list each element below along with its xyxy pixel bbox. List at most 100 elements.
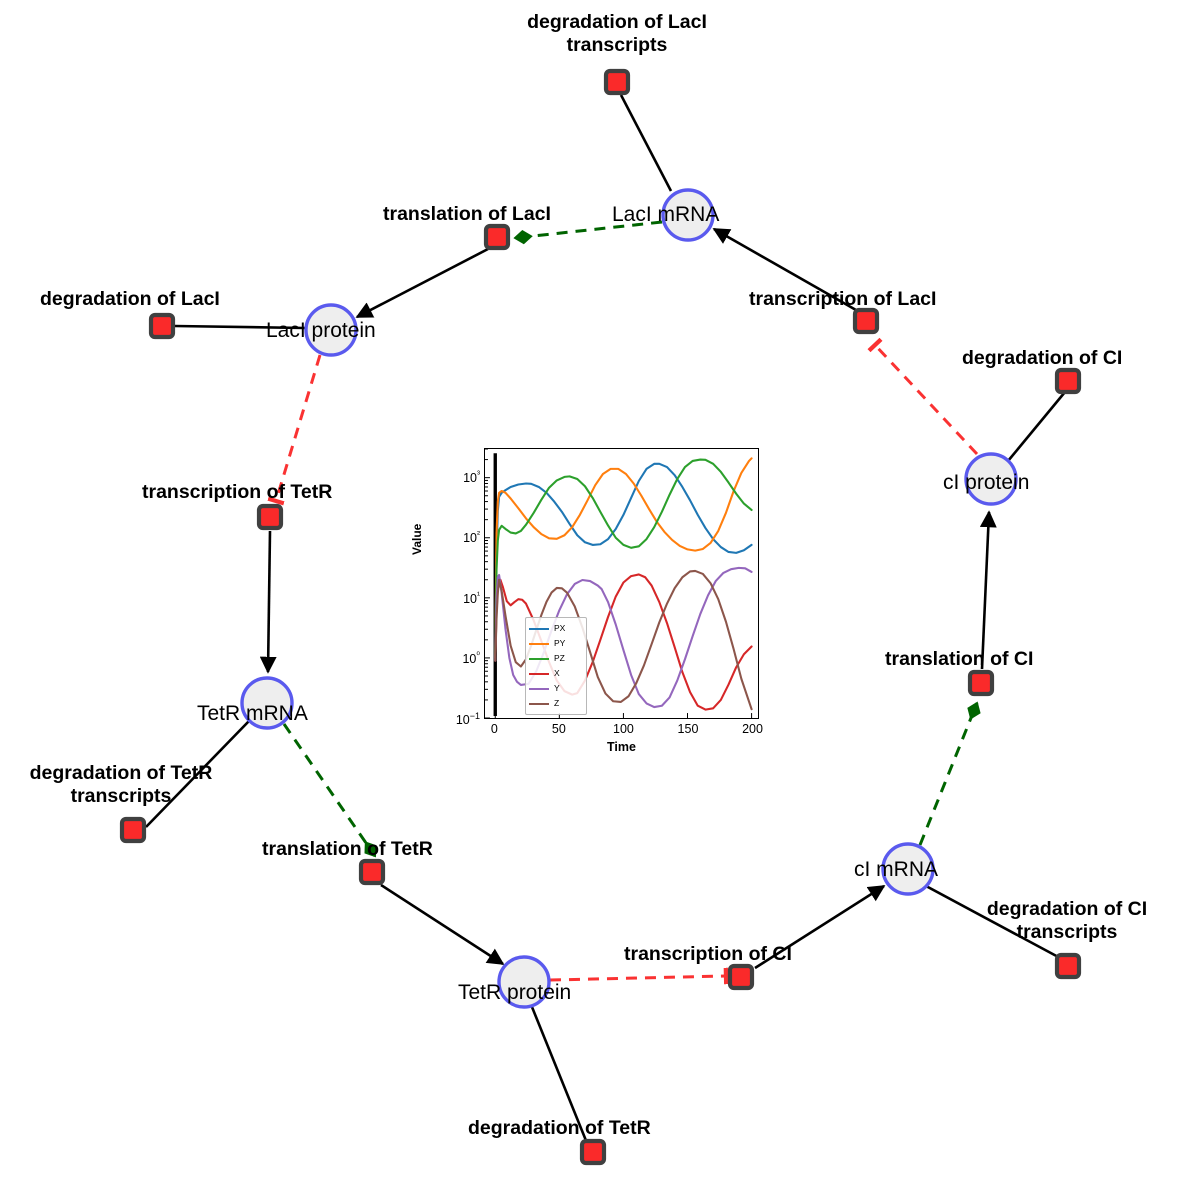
plot-x-ticklabels: 0 50 100 150 200 <box>484 722 763 740</box>
edge-ci-protein-to-transcription-laci <box>867 337 979 456</box>
reaction-label-deg-ci: degradation of CI <box>962 347 1123 369</box>
plot-series-X <box>494 573 753 711</box>
legend-item-PY: PY <box>529 636 582 651</box>
reaction-label-transcription-tetr: transcription of TetR <box>142 481 333 503</box>
plot-ytick-4: 10³ <box>463 468 480 485</box>
edge-tetr-mrna-to-deg-tetr-transcripts <box>145 720 250 828</box>
legend-item-PX: PX <box>529 621 582 636</box>
reaction-label-transcription-ci: transcription of CI <box>624 943 792 965</box>
edge-laci-protein-to-deg-laci <box>174 324 306 330</box>
legend-item-Z: Z <box>529 696 582 711</box>
plot-series-PZ <box>494 458 753 659</box>
reaction-node-deg-tetr-transcripts[interactable] <box>119 816 147 844</box>
plot-series-PY <box>494 457 753 659</box>
edge-tetr-protein-to-transcription-ci <box>549 967 729 985</box>
legend-item-PZ: PZ <box>529 651 582 666</box>
reaction-node-transcription-tetr[interactable] <box>256 503 284 531</box>
legend-item-Y: Y <box>529 681 582 696</box>
reaction-node-translation-ci[interactable] <box>967 669 995 697</box>
reaction-label-deg-tetr-transcripts: degradation of TetR transcripts <box>29 762 213 807</box>
reaction-node-layer <box>119 68 1082 1166</box>
legend-swatch-PZ <box>529 657 549 660</box>
edge-ci-protein-to-deg-ci <box>1006 391 1067 462</box>
reaction-node-deg-ci[interactable] <box>1054 367 1082 395</box>
legend-label-Z: Z <box>554 698 560 709</box>
legend-label-PX: PX <box>554 623 566 634</box>
plot-series-Y <box>494 566 753 709</box>
plot-legend: PX PY PZ X Y Z <box>525 617 587 715</box>
species-node-tetr-protein[interactable] <box>497 955 551 1009</box>
plot-ytick-2: 10¹ <box>463 589 480 607</box>
species-node-laci-mrna[interactable] <box>661 188 715 242</box>
reaction-node-translation-tetr[interactable] <box>358 858 386 886</box>
plot-ytick-0: 10−1 <box>455 710 480 728</box>
reaction-label-translation-tetr: translation of TetR <box>262 838 433 860</box>
reaction-node-deg-tetr[interactable] <box>579 1138 607 1166</box>
species-label-tetr-protein: TetR protein <box>458 981 572 1004</box>
edge-translation-laci-to-laci-protein <box>355 247 489 319</box>
legend-swatch-PY <box>529 642 549 645</box>
edge-ci-mrna-to-deg-ci-transcripts <box>925 884 1063 961</box>
reaction-label-deg-laci-transcripts: degradation of LacI transcripts <box>527 11 707 56</box>
plot-series-Z <box>494 569 753 711</box>
edge-tetr-protein-to-deg-tetr <box>530 1006 591 1149</box>
edge-laci-mrna-to-deg-laci-transcripts <box>619 94 673 192</box>
species-label-tetr-mrna: TetR mRNA <box>197 702 308 725</box>
edge-translation-ci-to-ci-protein <box>979 510 997 670</box>
edge-translation-tetr-to-tetr-protein <box>380 883 505 966</box>
legend-swatch-Z <box>529 702 549 705</box>
reaction-label-translation-ci: translation of CI <box>885 648 1034 670</box>
edge-ci-mrna-to-translation-ci <box>918 701 981 846</box>
plot-xtick-3: 150 <box>677 722 699 736</box>
plot-ytick-1: 10⁰ <box>462 650 480 667</box>
legend-swatch-PX <box>529 627 549 630</box>
plot-xlabel: Time <box>607 740 636 754</box>
plot-axes-frame: PX PY PZ X Y Z <box>484 448 759 719</box>
legend-label-PY: PY <box>554 638 566 649</box>
legend-swatch-X <box>529 672 549 675</box>
edge-layer <box>145 94 1067 1149</box>
species-label-ci-protein: cI protein <box>943 471 1030 494</box>
plot-series-PX <box>494 462 753 659</box>
reaction-label-deg-ci-transcripts: degradation of CI transcripts <box>986 898 1148 943</box>
plot-xtick-0: 0 <box>490 722 498 736</box>
plot-ytick-3: 10² <box>463 529 480 546</box>
reaction-node-transcription-ci[interactable] <box>727 963 755 991</box>
species-node-tetr-mrna[interactable] <box>240 676 294 730</box>
reaction-label-transcription-laci: transcription of LacI <box>749 288 937 310</box>
legend-label-PZ: PZ <box>554 653 565 664</box>
reaction-label-deg-tetr: degradation of TetR <box>468 1117 651 1139</box>
species-node-laci-protein[interactable] <box>304 303 358 357</box>
reaction-node-deg-laci[interactable] <box>148 312 176 340</box>
edge-transcription-laci-to-laci-mrna <box>712 227 857 312</box>
legend-label-X: X <box>554 668 560 679</box>
species-node-ci-mrna[interactable] <box>881 842 935 896</box>
reaction-label-deg-laci: degradation of LacI <box>40 288 220 310</box>
legend-swatch-Y <box>529 687 549 690</box>
reaction-label-translation-laci: translation of LacI <box>383 203 551 225</box>
plot-series-svg <box>485 449 753 718</box>
plot-y-ticklabels: 10−1 10⁰ 10¹ 10² 10³ <box>432 448 480 727</box>
species-node-layer <box>240 188 1018 1009</box>
edge-laci-mrna-to-translation-laci <box>513 220 663 245</box>
edge-transcription-ci-to-ci-mrna <box>754 884 886 970</box>
species-label-laci-mrna: LacI mRNA <box>612 203 720 226</box>
legend-item-X: X <box>529 666 582 681</box>
plot-xtick-2: 100 <box>612 722 634 736</box>
reaction-node-deg-ci-transcripts[interactable] <box>1054 952 1082 980</box>
edge-tetr-mrna-to-translation-tetr <box>282 723 377 858</box>
reaction-node-deg-laci-transcripts[interactable] <box>603 68 631 96</box>
reaction-node-translation-laci[interactable] <box>483 223 511 251</box>
edge-transcription-tetr-to-tetr-mrna <box>259 530 277 674</box>
species-label-ci-mrna: cI mRNA <box>854 858 938 881</box>
plot-xtick-4: 200 <box>742 722 763 736</box>
species-label-laci-protein: LacI protein <box>266 319 376 342</box>
legend-label-Y: Y <box>554 683 560 694</box>
plot-xtick-1: 50 <box>551 722 566 736</box>
plot-ylabel: Value <box>410 523 424 555</box>
reaction-node-transcription-laci[interactable] <box>852 307 880 335</box>
edge-laci-protein-to-transcription-tetr <box>267 354 322 506</box>
species-node-ci-protein[interactable] <box>964 452 1018 506</box>
